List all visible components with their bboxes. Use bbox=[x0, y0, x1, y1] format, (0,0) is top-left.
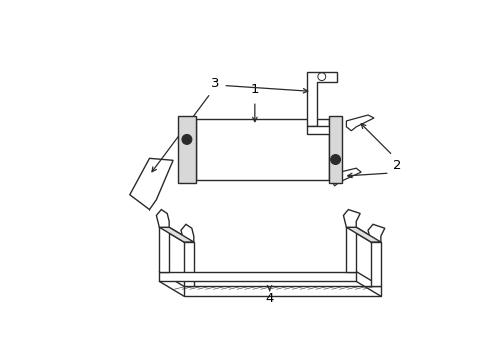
Circle shape bbox=[330, 154, 340, 165]
Polygon shape bbox=[346, 227, 356, 271]
Polygon shape bbox=[306, 72, 336, 126]
Polygon shape bbox=[178, 116, 195, 183]
Text: 1: 1 bbox=[250, 83, 259, 96]
Polygon shape bbox=[346, 115, 373, 131]
Polygon shape bbox=[343, 210, 360, 227]
Polygon shape bbox=[156, 210, 169, 227]
Text: 3: 3 bbox=[211, 77, 219, 90]
Polygon shape bbox=[331, 168, 361, 186]
Polygon shape bbox=[159, 227, 193, 242]
Text: 4: 4 bbox=[265, 292, 273, 305]
Polygon shape bbox=[159, 271, 356, 282]
Polygon shape bbox=[367, 224, 384, 242]
Polygon shape bbox=[181, 224, 193, 242]
Polygon shape bbox=[370, 242, 380, 286]
Polygon shape bbox=[195, 119, 328, 180]
Polygon shape bbox=[346, 227, 380, 242]
Circle shape bbox=[182, 135, 191, 144]
Polygon shape bbox=[183, 242, 193, 286]
Polygon shape bbox=[306, 126, 341, 134]
Text: 2: 2 bbox=[392, 159, 401, 172]
Polygon shape bbox=[159, 227, 169, 271]
Polygon shape bbox=[129, 158, 173, 210]
Polygon shape bbox=[328, 116, 342, 183]
Polygon shape bbox=[183, 286, 380, 296]
